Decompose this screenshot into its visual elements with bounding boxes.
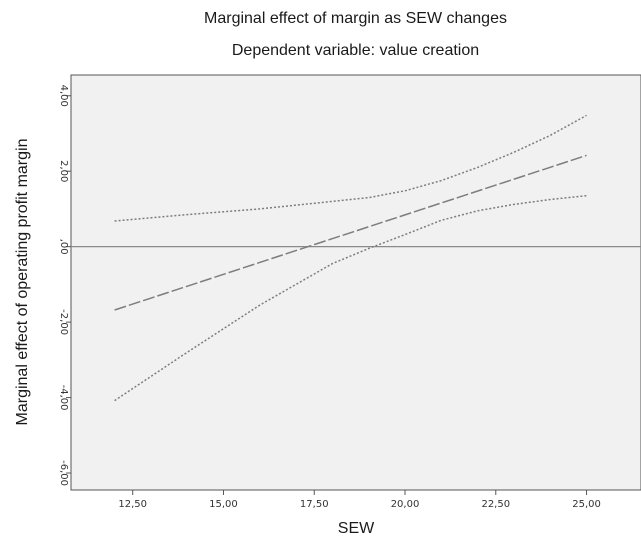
chart-title: Marginal effect of margin as SEW changes xyxy=(204,10,507,27)
plot-area xyxy=(70,74,641,491)
upper-confidence-line xyxy=(114,114,587,222)
y-tick-label: -2,00 xyxy=(58,309,69,335)
x-tick-label: 25,00 xyxy=(572,499,601,510)
x-tick-label: 15,00 xyxy=(209,499,238,510)
lower-confidence-line xyxy=(114,194,587,402)
x-tick-label: 12,50 xyxy=(118,499,147,510)
y-tick-label: -6,00 xyxy=(58,460,69,486)
y-tick-label: 4,00 xyxy=(58,85,69,107)
y-axis-title: Marginal effect of operating profit marg… xyxy=(14,139,31,426)
x-axis-title: SEW xyxy=(338,520,375,537)
x-tick-label: 20,00 xyxy=(391,499,420,510)
x-tick-label: 17,50 xyxy=(300,499,329,510)
y-tick-label: ,00 xyxy=(58,239,69,255)
x-tick-label: 22,50 xyxy=(481,499,510,510)
y-tick-label: -4,00 xyxy=(58,385,69,411)
marginal-effect-line xyxy=(114,154,587,311)
y-tick-label: 2,00 xyxy=(58,160,69,182)
chart-subtitle: Dependent variable: value creation xyxy=(231,42,480,59)
